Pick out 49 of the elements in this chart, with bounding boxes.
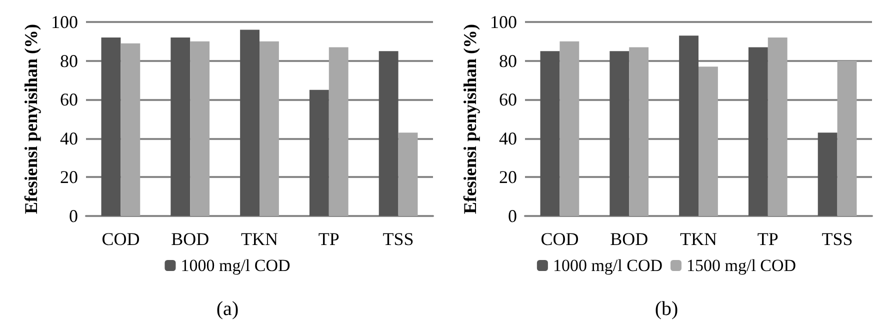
bar xyxy=(328,47,348,216)
bar xyxy=(837,60,857,216)
bar xyxy=(398,132,418,216)
x-tick-label: TP xyxy=(318,229,340,249)
y-tick-label: 0 xyxy=(69,206,78,226)
bar xyxy=(260,41,279,216)
x-tick-label: BOD xyxy=(171,229,210,249)
x-tick-label: TSS xyxy=(822,229,853,249)
y-tick-label: 80 xyxy=(60,50,78,71)
y-tick-label: 40 xyxy=(499,128,517,148)
y-tick-label: 60 xyxy=(499,90,517,110)
bar xyxy=(698,66,718,216)
bar xyxy=(679,36,698,216)
legend-label: 1000 mg/l COD xyxy=(180,256,290,275)
y-axis-title: Efesiensi penyisihan (%) xyxy=(460,24,480,214)
bar xyxy=(120,43,140,216)
y-axis-title: Efesiensi penyisihan (%) xyxy=(21,24,42,214)
bar xyxy=(240,30,260,216)
x-tick-label: COD xyxy=(102,229,140,249)
x-tick-label: TKN xyxy=(680,229,717,249)
text: (a) xyxy=(216,298,239,320)
y-tick-label: 20 xyxy=(499,167,517,188)
bar xyxy=(560,41,580,216)
legend-label: 1500 mg/l COD xyxy=(686,256,796,275)
x-tick-label: BOD xyxy=(610,229,648,249)
y-tick-label: 80 xyxy=(499,50,517,71)
y-tick-label: 40 xyxy=(60,128,78,148)
x-tick-label: COD xyxy=(540,229,579,249)
bar xyxy=(190,41,210,216)
text: (b) xyxy=(654,298,678,320)
bar xyxy=(540,51,560,216)
bar xyxy=(768,38,788,216)
y-tick-label: 0 xyxy=(508,206,517,226)
bar xyxy=(818,132,838,216)
y-tick-label: 20 xyxy=(60,167,78,188)
x-tick-label: TSS xyxy=(382,229,414,249)
y-tick-label: 60 xyxy=(60,90,78,110)
y-tick-label: 100 xyxy=(51,12,78,32)
legend-label: 1000 mg/l COD xyxy=(552,256,662,275)
bar xyxy=(170,38,190,216)
x-tick-label: TKN xyxy=(241,229,278,249)
bar xyxy=(101,38,121,216)
bar xyxy=(748,47,768,216)
y-tick-label: 100 xyxy=(490,12,517,32)
x-tick-label: TP xyxy=(757,229,778,249)
bar xyxy=(309,90,329,216)
bar xyxy=(610,51,630,216)
bar xyxy=(378,51,398,216)
bar xyxy=(629,47,649,216)
